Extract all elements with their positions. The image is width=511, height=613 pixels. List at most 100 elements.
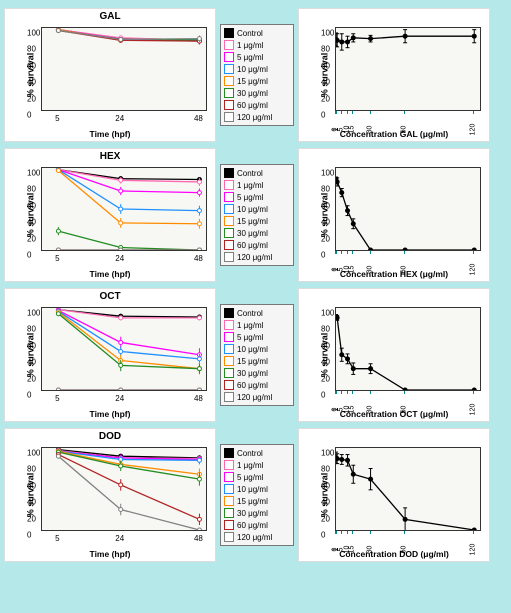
x-axis-label: Time (hpf) [90, 549, 131, 559]
y-tick: 60 [321, 481, 330, 490]
plot-area [41, 27, 207, 111]
legend-label: 60 μg/ml [237, 241, 268, 250]
legend-label: Control [237, 169, 263, 178]
legend-label: 15 μg/ml [237, 217, 268, 226]
y-tick: 20 [27, 234, 36, 243]
y-tick: 80 [27, 465, 36, 474]
legend-label: 30 μg/ml [237, 229, 268, 238]
legend-label: Control [237, 29, 263, 38]
legend-marker [224, 520, 234, 530]
x-tick: 120 [470, 544, 477, 556]
legend-item: 5 μg/ml [224, 191, 290, 203]
legend-item: 15 μg/ml [224, 355, 290, 367]
legend-marker [224, 228, 234, 238]
y-tick: 40 [27, 498, 36, 507]
legend-marker [224, 308, 234, 318]
legend-label: 1 μg/ml [237, 321, 263, 330]
legend-marker [224, 216, 234, 226]
legend-item: 30 μg/ml [224, 87, 290, 99]
plot-area [41, 167, 207, 251]
y-tick: 0 [27, 111, 31, 120]
legend-item: 120 μg/ml [224, 251, 290, 263]
y-tick: 0 [27, 391, 31, 400]
legend-marker [224, 356, 234, 366]
y-tick: 20 [27, 514, 36, 523]
y-tick: 0 [321, 251, 325, 260]
legend-item: 10 μg/ml [224, 63, 290, 75]
conc-panel-hex: % survivalConcentration HEX (μg/ml)02040… [298, 148, 490, 282]
legend-marker [224, 320, 234, 330]
legend-marker [224, 40, 234, 50]
y-tick: 20 [321, 94, 330, 103]
legend-item: 10 μg/ml [224, 343, 290, 355]
row-dod: DOD% survivalTime (hpf)02040608010052448… [4, 428, 507, 562]
y-tick: 80 [27, 325, 36, 334]
plot-area [335, 447, 481, 531]
x-axis-label: Time (hpf) [90, 269, 131, 279]
x-tick: 60 [401, 406, 408, 414]
x-tick: 5 [55, 394, 59, 403]
y-tick: 40 [321, 358, 330, 367]
x-axis-label: Concentration OCT (μg/ml) [340, 409, 449, 419]
legend-item: 120 μg/ml [224, 111, 290, 123]
legend-item: 30 μg/ml [224, 507, 290, 519]
y-tick: 100 [321, 309, 334, 318]
time-panel-gal: GAL% survivalTime (hpf)02040608010052448 [4, 8, 216, 142]
legend-marker [224, 448, 234, 458]
y-tick: 80 [321, 325, 330, 334]
legend-marker [224, 252, 234, 262]
y-axis-label: % survival [319, 193, 329, 238]
x-tick: 15 [349, 406, 356, 414]
legend-marker [224, 532, 234, 542]
x-tick: 30 [366, 126, 373, 134]
panel-title: GAL [99, 11, 120, 22]
plot-area [335, 27, 481, 111]
legend-item: 60 μg/ml [224, 239, 290, 251]
legend-marker [224, 484, 234, 494]
y-tick: 60 [27, 481, 36, 490]
panel-title: OCT [99, 291, 120, 302]
x-tick: 15 [349, 546, 356, 554]
legend-marker [224, 380, 234, 390]
y-tick: 20 [321, 514, 330, 523]
x-tick: 5 [55, 114, 59, 123]
legend-marker [224, 392, 234, 402]
legend-label: Control [237, 309, 263, 318]
legend-item: 1 μg/ml [224, 319, 290, 331]
y-tick: 100 [27, 309, 40, 318]
x-tick: 120 [470, 264, 477, 276]
legend-label: 120 μg/ml [237, 533, 272, 542]
legend-marker [224, 64, 234, 74]
x-tick: 5 [55, 254, 59, 263]
x-tick: 24 [115, 254, 124, 263]
legend: Control1 μg/ml5 μg/ml10 μg/ml15 μg/ml30 … [220, 304, 294, 406]
y-tick: 80 [321, 45, 330, 54]
y-tick: 0 [27, 531, 31, 540]
plot-area [335, 167, 481, 251]
legend-label: 30 μg/ml [237, 89, 268, 98]
y-tick: 60 [321, 341, 330, 350]
legend-item: 120 μg/ml [224, 531, 290, 543]
legend-label: 10 μg/ml [237, 485, 268, 494]
legend-label: 5 μg/ml [237, 53, 263, 62]
legend-item: 5 μg/ml [224, 51, 290, 63]
x-tick: 120 [470, 404, 477, 416]
x-tick: 30 [366, 406, 373, 414]
time-panel-oct: OCT% survivalTime (hpf)02040608010052448 [4, 288, 216, 422]
y-tick: 80 [27, 45, 36, 54]
y-axis-label: % survival [25, 333, 35, 378]
conc-panel-dod: % survivalConcentration DOD (μg/ml)02040… [298, 428, 490, 562]
legend-item: 60 μg/ml [224, 379, 290, 391]
legend-item: 60 μg/ml [224, 99, 290, 111]
y-tick: 100 [27, 29, 40, 38]
x-tick: 60 [401, 266, 408, 274]
x-tick: 15 [349, 126, 356, 134]
x-tick: 120 [470, 124, 477, 136]
y-tick: 0 [321, 391, 325, 400]
legend-marker [224, 180, 234, 190]
y-tick: 20 [321, 234, 330, 243]
x-tick: 24 [115, 394, 124, 403]
x-tick: 48 [194, 254, 203, 263]
y-tick: 60 [321, 61, 330, 70]
legend-label: 10 μg/ml [237, 205, 268, 214]
